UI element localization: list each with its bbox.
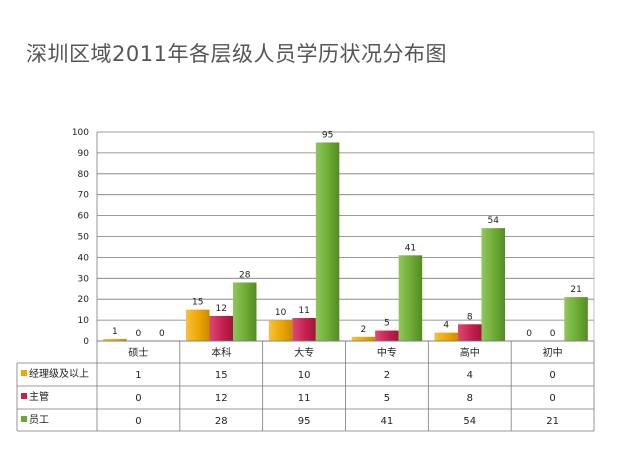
- y-tick-label: 20: [78, 295, 90, 305]
- data-label: 0: [136, 329, 142, 339]
- bars: [103, 142, 588, 341]
- legend-label: 主管: [29, 390, 49, 403]
- table-cell: 4: [467, 370, 473, 381]
- table-cell: 8: [467, 393, 473, 404]
- bar: [186, 309, 210, 341]
- table-cell: 0: [135, 416, 141, 427]
- table-cell: 2: [384, 370, 390, 381]
- bar: [209, 315, 233, 341]
- category-label: 初中: [543, 346, 563, 359]
- data-label: 0: [526, 329, 532, 339]
- y-tick-label: 90: [78, 149, 90, 159]
- bar: [398, 255, 423, 341]
- table-cell: 41: [381, 416, 394, 427]
- data-label: 15: [192, 298, 203, 308]
- table-cell: 0: [549, 370, 555, 381]
- data-label: 1: [112, 327, 118, 337]
- table-cell: 21: [546, 416, 559, 427]
- data-label: 2: [361, 325, 367, 335]
- category-label: 大专: [294, 346, 314, 359]
- legend-swatch: [21, 393, 27, 399]
- y-tick-label: 40: [78, 253, 90, 263]
- y-tick-label: 70: [78, 191, 90, 201]
- data-label: 5: [384, 319, 390, 329]
- bar: [564, 297, 588, 341]
- data-label: 21: [570, 285, 581, 295]
- bar: [375, 330, 399, 341]
- bar: [103, 338, 127, 341]
- data-label: 95: [322, 130, 333, 140]
- category-label: 中专: [377, 346, 397, 359]
- data-label: 8: [467, 312, 473, 322]
- bar: [315, 142, 340, 341]
- table-cell: 1: [135, 370, 141, 381]
- table-cell: 0: [549, 393, 555, 404]
- table-cell: 95: [298, 416, 311, 427]
- data-label: 54: [488, 216, 500, 226]
- y-tick-label: 30: [78, 274, 90, 284]
- table-cell: 12: [215, 393, 228, 404]
- legend-swatch: [21, 416, 27, 422]
- bar: [434, 332, 458, 341]
- category-label: 硕士: [128, 346, 148, 359]
- gridlines: [97, 131, 594, 342]
- bar: [233, 282, 257, 341]
- table-cell: 11: [298, 393, 311, 404]
- category-label: 高中: [460, 346, 480, 359]
- table-cell: 28: [215, 416, 228, 427]
- y-tick-label: 10: [78, 316, 90, 326]
- data-label: 12: [216, 304, 227, 314]
- data-label: 10: [275, 308, 287, 318]
- legend-swatch: [21, 370, 27, 376]
- table-cell: 15: [215, 370, 228, 381]
- table-cell: 0: [135, 393, 141, 404]
- data-label: 41: [405, 243, 416, 253]
- category-label: 本科: [211, 346, 231, 359]
- y-tick-label: 50: [78, 233, 90, 243]
- legend-label: 员工: [29, 414, 49, 426]
- data-label: 0: [550, 329, 556, 339]
- table-cell: 54: [463, 416, 476, 427]
- bar: [481, 228, 505, 341]
- data-label: 4: [443, 321, 449, 331]
- bar: [292, 318, 316, 341]
- y-tick-label: 100: [72, 128, 89, 138]
- bar: [458, 324, 482, 341]
- data-label: 0: [159, 329, 165, 339]
- data-label: 28: [239, 270, 251, 280]
- table-cell: 10: [298, 370, 311, 381]
- y-tick-label: 60: [78, 212, 90, 222]
- bar: [351, 336, 376, 341]
- chart-title: 深圳区域2011年各层级人员学历状况分布图: [26, 42, 447, 66]
- bar: [268, 320, 293, 341]
- data-label: 11: [298, 306, 309, 316]
- table-cell: 5: [384, 393, 390, 404]
- legend-label: 经理级及以上: [29, 367, 89, 380]
- y-tick-label: 0: [83, 337, 89, 347]
- y-tick-label: 80: [78, 170, 90, 180]
